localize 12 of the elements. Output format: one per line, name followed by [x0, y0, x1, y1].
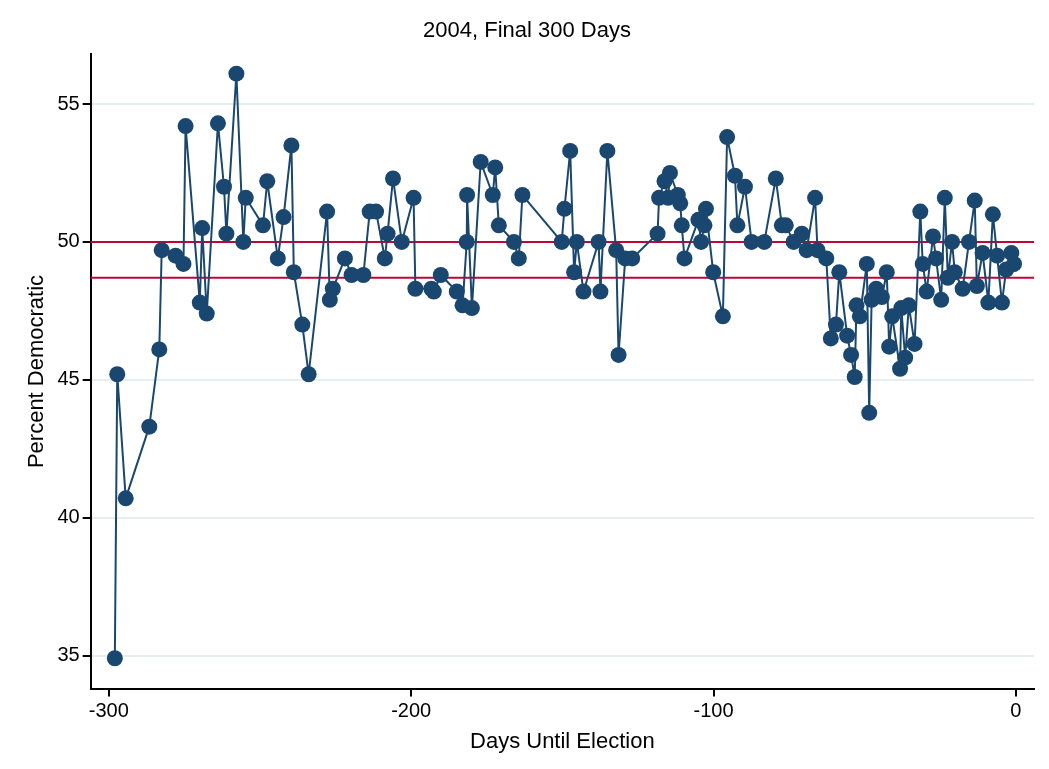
x-tick-label: 0: [1010, 699, 1022, 722]
y-axis-title: Percent Democratic: [23, 274, 49, 469]
x-tick-label: -300: [88, 699, 129, 722]
y-tick-label: 45: [57, 367, 80, 390]
y-tick-label: 40: [57, 505, 80, 528]
x-tick-label: -100: [693, 699, 734, 722]
y-tick-label: 50: [57, 229, 80, 252]
y-tick-label: 35: [57, 643, 80, 666]
x-axis-title: Days Until Election: [470, 727, 655, 753]
y-tick-label: 55: [57, 91, 80, 114]
chart-title: 2004, Final 300 Days: [423, 17, 631, 43]
x-tick-label: -200: [391, 699, 432, 722]
